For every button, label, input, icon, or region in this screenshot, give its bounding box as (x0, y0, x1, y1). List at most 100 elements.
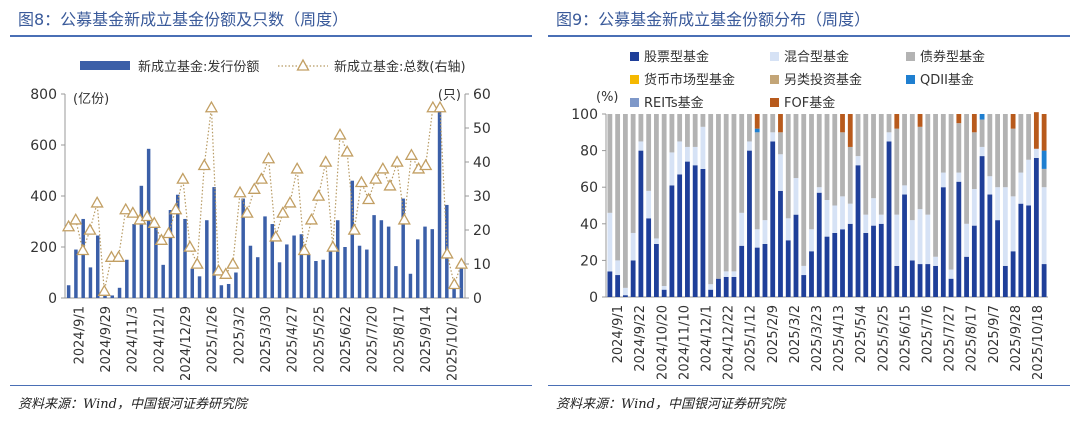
bar-segment-stock (886, 141, 892, 297)
bar-segment-fof (847, 114, 853, 147)
bar-segment-stock (1018, 203, 1024, 297)
bar (241, 198, 245, 298)
legend-label: REITs基金 (644, 95, 704, 111)
chart-fig9-svg: 0 20 40 60 80 100 (%) 2024/9/1 2024/9/22 2024/10/… (571, 49, 1048, 380)
bar-segment-stock (979, 156, 985, 297)
x-tick-label: 2025/6/15 (898, 305, 913, 372)
bar-segment-fof (1010, 114, 1016, 129)
count-marker (261, 151, 276, 164)
bar-segment-stock (909, 260, 915, 297)
x-tick-label: 2025/3/23 (810, 305, 825, 372)
bar-segment-stock (754, 247, 760, 297)
bar-segment-stock (661, 289, 667, 297)
title-divider (10, 35, 532, 37)
chart-panel-fig8: 图8：公募基金新成立基金份额及只数（周度） 0 200 400 600 800 0 10 20… (10, 0, 534, 421)
count-marker (319, 155, 333, 167)
count-marker (219, 267, 233, 279)
legend-swatch (770, 75, 779, 84)
bar-segment-mixed (964, 223, 969, 257)
bar (66, 285, 71, 298)
count-marker (119, 202, 133, 215)
bar (401, 198, 405, 298)
bar-segment-mixed (816, 187, 822, 193)
bar-segment-stock (871, 225, 876, 297)
bar-segment-mixed (622, 287, 628, 296)
bar-segment-mixed (661, 286, 667, 290)
y-tick-label-left: 0 (48, 291, 57, 307)
x-tick-label: 2024/9/29 (99, 306, 114, 373)
y-unit: (%) (596, 90, 619, 105)
bar-segment-mixed (723, 271, 729, 277)
bar-segment-bond (847, 146, 853, 204)
count-marker (176, 172, 190, 184)
bar-segment-bond (948, 114, 954, 270)
bar-segment-bond (762, 114, 768, 221)
count-marker (190, 257, 204, 269)
y-tick-label: 0 (589, 290, 598, 306)
x-tick-label: 2025/3/2 (232, 306, 247, 364)
x-tick-label: 2024/11/3 (126, 306, 141, 373)
x-tick-label: 2025/4/13 (832, 305, 847, 372)
bar-segment-mixed (685, 146, 690, 162)
bar-segment-fof (778, 114, 783, 133)
bar (299, 234, 304, 298)
count-marker (433, 100, 447, 113)
bar-segment-fof (1041, 114, 1047, 151)
bar-segment-mixed (692, 146, 698, 166)
bar-segment-stock (1026, 205, 1032, 297)
y-tick-label-left: 200 (30, 240, 57, 256)
count-marker (83, 223, 97, 235)
bar-segment-bond (824, 114, 830, 201)
bar (219, 285, 224, 298)
bar-segment-mixed (731, 271, 737, 277)
bar-segment-bond (653, 114, 659, 239)
bar-segment-mixed (638, 141, 644, 151)
bar-segment-bond (801, 114, 807, 266)
legend-swatch (630, 98, 639, 107)
bar (205, 220, 209, 298)
bar-segment-mixed (809, 229, 814, 252)
bar-segment-stock (669, 185, 675, 297)
x-tick-label: 2025/6/22 (339, 306, 354, 373)
legend-label: 股票型基金 (644, 49, 709, 65)
bar-segment-mixed (902, 185, 907, 195)
count-marker (111, 250, 126, 262)
bar (343, 247, 347, 298)
x-tick-label: 2025/7/27 (943, 305, 958, 372)
bar (372, 215, 376, 298)
bar-segment-stock (778, 190, 783, 297)
bar-segment-stock (716, 278, 721, 297)
bar (408, 273, 413, 298)
bar (306, 254, 311, 298)
bar-segment-stock (762, 243, 768, 297)
bar (277, 262, 282, 298)
bar-segment-stock (731, 276, 737, 297)
x-tick-label: 2025/2/9 (766, 305, 781, 363)
bar (125, 259, 129, 298)
bar (423, 226, 427, 298)
count-marker (154, 233, 169, 245)
bar-segment-mixed (1026, 159, 1032, 206)
bar-segment-mixed (778, 154, 783, 191)
bar-segment-stock (933, 265, 938, 297)
bar-segment-stock (1041, 264, 1047, 297)
bar-segment-bond (646, 114, 652, 191)
bar-segment-mixed (886, 132, 892, 142)
bar (328, 250, 333, 298)
bar-segment-stock (995, 220, 1001, 297)
count-marker (347, 223, 361, 235)
x-tick-label: 2024/12/29 (179, 306, 194, 381)
bar-segment-mixed (607, 212, 613, 272)
count-marker (383, 178, 397, 191)
x-tick-label: 2024/11/10 (677, 305, 692, 380)
bar-segment-mixed (801, 265, 807, 276)
bar-segment-mixed (708, 284, 714, 290)
bar-segment-mixed (677, 141, 683, 175)
legend-bar-label: 新成立基金:发行份额 (138, 59, 259, 75)
y-tick-label-right: 0 (473, 291, 482, 307)
bar-segment-stock (902, 194, 907, 297)
count-marker (369, 172, 383, 184)
bar-segment-stock (801, 275, 807, 297)
count-marker (161, 226, 176, 239)
y-unit-right: (只) (438, 88, 461, 103)
